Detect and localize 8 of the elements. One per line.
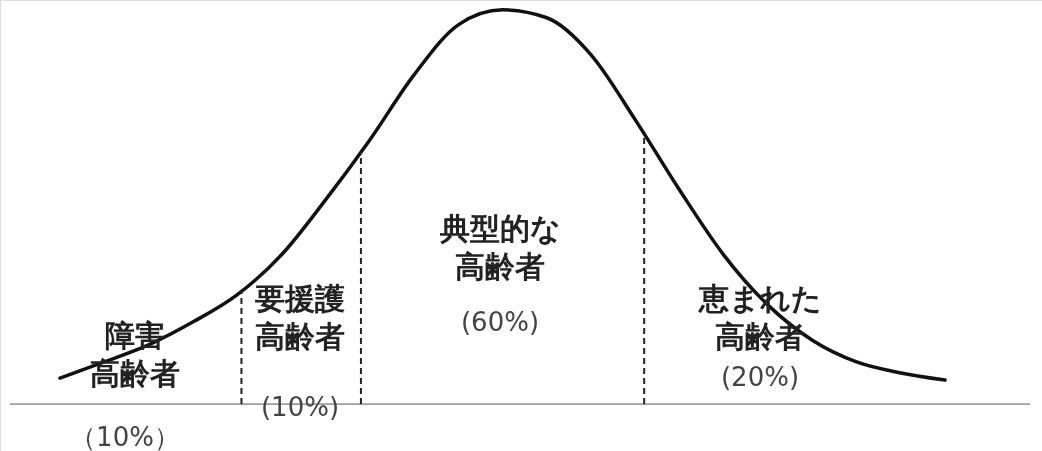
- annotation: (20%): [720, 362, 800, 392]
- annotation: 典型的な高齢者: [438, 211, 561, 284]
- annotation: (60%): [460, 307, 540, 337]
- annotation: 恵まれた高齢者: [697, 281, 822, 354]
- annotation: 要援護高齢者: [255, 281, 345, 354]
- annotation: (10%): [260, 392, 340, 422]
- text: （10%）: [70, 422, 180, 451]
- annotation: 障害高齢者: [90, 318, 180, 391]
